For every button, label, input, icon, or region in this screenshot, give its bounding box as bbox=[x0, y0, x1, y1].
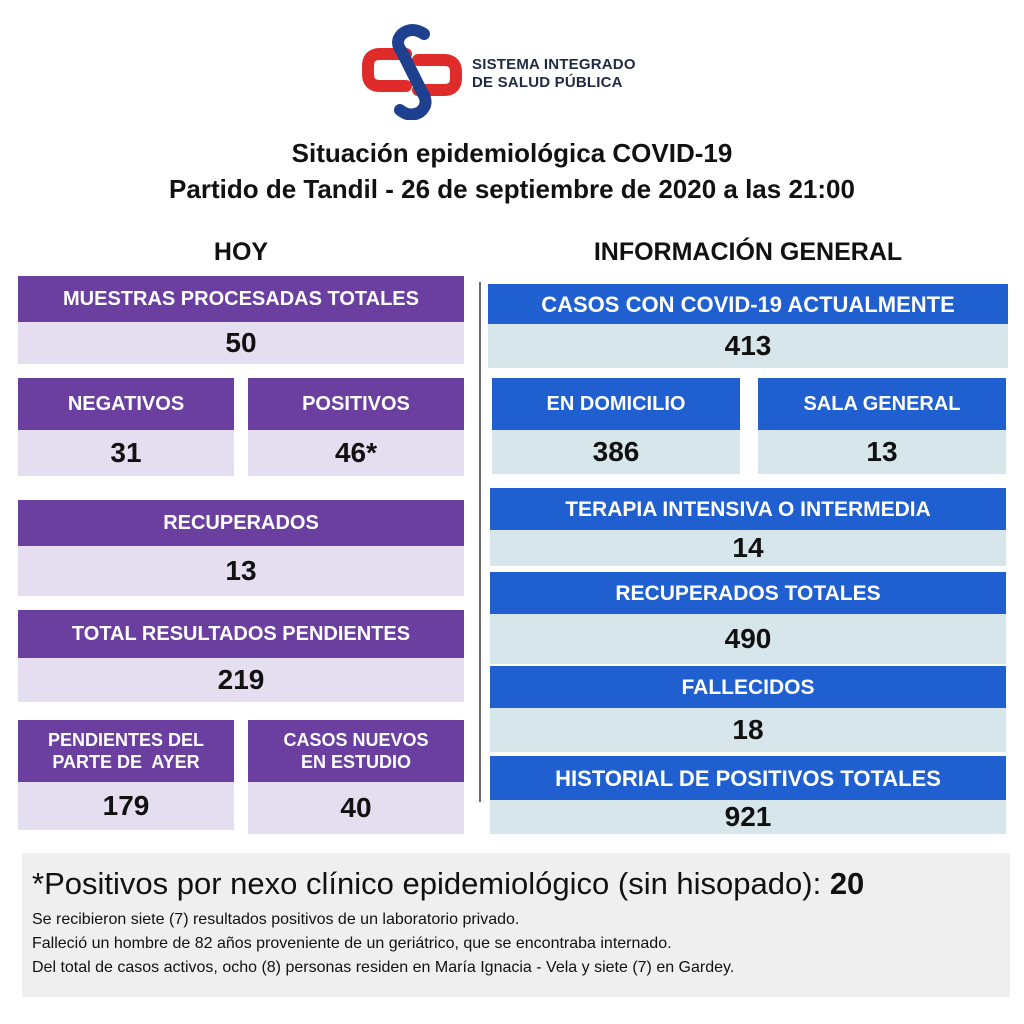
casos-nuevos-value: 40 bbox=[248, 782, 464, 834]
casos-nuevos-label-line-1: CASOS NUEVOS bbox=[283, 730, 429, 750]
note-3: Del total de casos activos, ocho (8) per… bbox=[32, 959, 735, 976]
footnote: *Positivos por nexo clínico epidemiológi… bbox=[32, 866, 864, 902]
sisp-logo-icon bbox=[362, 24, 462, 121]
footnote-text: *Positivos por nexo clínico epidemiológi… bbox=[32, 866, 830, 901]
muestras-label: MUESTRAS PROCESADAS TOTALES bbox=[18, 276, 464, 322]
casos-nuevos-label: CASOS NUEVOS EN ESTUDIO bbox=[248, 720, 464, 782]
pendientes-total-value: 219 bbox=[18, 658, 464, 702]
casos-actuales-card: CASOS CON COVID-19 ACTUALMENTE 413 bbox=[488, 284, 1008, 368]
casos-actuales-label: CASOS CON COVID-19 ACTUALMENTE bbox=[488, 284, 1008, 324]
recuperados-totales-value: 490 bbox=[490, 614, 1006, 664]
casos-nuevos-card: CASOS NUEVOS EN ESTUDIO 40 bbox=[248, 720, 464, 834]
logo-line-2: DE SALUD PÚBLICA bbox=[472, 74, 623, 91]
pendientes-total-card: TOTAL RESULTADOS PENDIENTES 219 bbox=[18, 610, 464, 702]
footer-panel bbox=[22, 853, 1010, 997]
recuperados-label: RECUPERADOS bbox=[18, 500, 464, 546]
terapia-card: TERAPIA INTENSIVA O INTERMEDIA 14 bbox=[490, 488, 1006, 566]
sala-general-value: 13 bbox=[758, 430, 1006, 474]
report-title: Situación epidemiológica COVID-19 bbox=[291, 138, 733, 168]
historial-label: HISTORIAL DE POSITIVOS TOTALES bbox=[490, 756, 1006, 800]
fallecidos-value: 18 bbox=[490, 708, 1006, 752]
pendientes-ayer-label: PENDIENTES DEL PARTE DE AYER bbox=[18, 720, 234, 782]
domicilio-card: EN DOMICILIO 386 bbox=[492, 378, 740, 474]
sala-general-card: SALA GENERAL 13 bbox=[758, 378, 1006, 474]
domicilio-label: EN DOMICILIO bbox=[492, 378, 740, 430]
positivos-label: POSITIVOS bbox=[248, 378, 464, 430]
pendientes-total-label: TOTAL RESULTADOS PENDIENTES bbox=[18, 610, 464, 658]
recuperados-card: RECUPERADOS 13 bbox=[18, 500, 464, 596]
domicilio-value: 386 bbox=[492, 430, 740, 474]
pendientes-ayer-value: 179 bbox=[18, 782, 234, 830]
fallecidos-label: FALLECIDOS bbox=[490, 666, 1006, 708]
terapia-value: 14 bbox=[490, 530, 1006, 566]
recuperados-totales-label: RECUPERADOS TOTALES bbox=[490, 572, 1006, 614]
column-divider bbox=[479, 282, 481, 802]
positivos-card: POSITIVOS 46* bbox=[248, 378, 464, 476]
hoy-heading: HOY bbox=[213, 238, 269, 266]
historial-value: 921 bbox=[490, 800, 1006, 834]
negativos-label: NEGATIVOS bbox=[18, 378, 234, 430]
negativos-card: NEGATIVOS 31 bbox=[18, 378, 234, 476]
pendientes-ayer-label-line-1: PENDIENTES DEL bbox=[47, 730, 205, 750]
logo bbox=[362, 24, 462, 121]
fallecidos-card: FALLECIDOS 18 bbox=[490, 666, 1006, 752]
recuperados-value: 13 bbox=[18, 546, 464, 596]
negativos-value: 31 bbox=[18, 430, 234, 476]
note-2: Falleció un hombre de 82 años provenient… bbox=[32, 935, 672, 952]
note-1: Se recibieron siete (7) resultados posit… bbox=[32, 911, 520, 928]
footnote-value: 20 bbox=[829, 866, 865, 901]
general-heading: INFORMACIÓN GENERAL bbox=[593, 238, 903, 266]
sala-general-label: SALA GENERAL bbox=[758, 378, 1006, 430]
muestras-card: MUESTRAS PROCESADAS TOTALES 50 bbox=[18, 276, 464, 364]
historial-card: HISTORIAL DE POSITIVOS TOTALES 921 bbox=[490, 756, 1006, 834]
recuperados-totales-card: RECUPERADOS TOTALES 490 bbox=[490, 572, 1006, 664]
pendientes-ayer-card: PENDIENTES DEL PARTE DE AYER 179 bbox=[18, 720, 234, 830]
positivos-value: 46* bbox=[248, 430, 464, 476]
pendientes-ayer-label-line-2: PARTE DE AYER bbox=[52, 752, 200, 772]
report-subtitle: Partido de Tandil - 26 de septiembre de … bbox=[169, 174, 855, 204]
casos-actuales-value: 413 bbox=[488, 324, 1008, 368]
logo-line-1: SISTEMA INTEGRADO bbox=[472, 56, 636, 73]
muestras-value: 50 bbox=[18, 322, 464, 364]
terapia-label: TERAPIA INTENSIVA O INTERMEDIA bbox=[490, 488, 1006, 530]
casos-nuevos-label-line-2: EN ESTUDIO bbox=[300, 752, 411, 772]
